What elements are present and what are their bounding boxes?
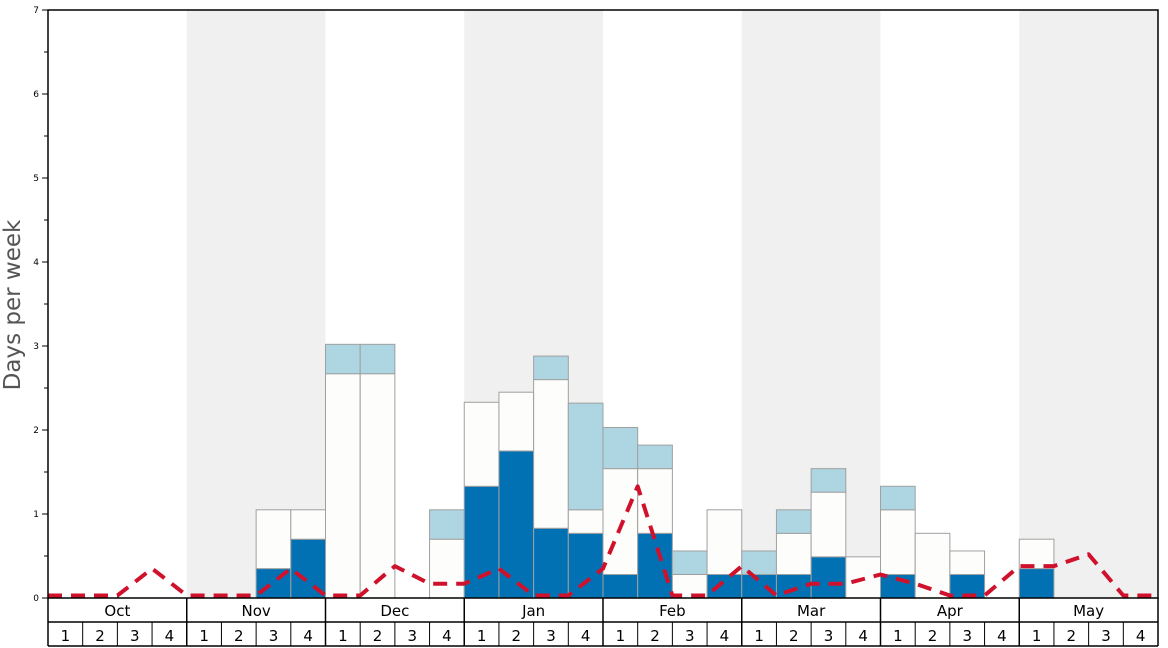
bar-segment-dark <box>741 573 777 599</box>
week-label: 3 <box>546 627 556 645</box>
y-tick-label: 5 <box>33 174 39 184</box>
bar-segment-white <box>359 373 396 599</box>
month-label: Feb <box>659 602 686 620</box>
bar-segment-dark <box>637 532 673 599</box>
bar-segment-dark <box>1018 568 1055 599</box>
month-band <box>1019 10 1158 598</box>
bar-segment-dark <box>533 527 569 599</box>
bar-segment-light <box>602 426 639 470</box>
bar-segment-white <box>498 391 535 452</box>
week-label: 2 <box>95 627 105 645</box>
month-label: Dec <box>380 602 409 620</box>
bar-segment-light <box>671 550 708 575</box>
bar-segment-white <box>602 468 639 575</box>
y-tick-label: 2 <box>33 426 39 436</box>
bar-segment-white <box>325 373 361 599</box>
y-tick-label: 3 <box>33 342 39 352</box>
x-axis: Oct Nov Dec Jan Feb Mar Apr May 1 2 3 4 1 2 3 4 1 2 3 4 1 2 3 4… <box>47 598 1159 647</box>
bar-segment-light <box>533 355 569 381</box>
bar-segment-light <box>637 444 673 470</box>
bar-segment-light <box>880 485 916 511</box>
dashed-line-series <box>48 484 1158 598</box>
month-label: Nov <box>241 602 270 620</box>
y-tick-label: 1 <box>33 510 39 520</box>
bar-segment-light <box>359 343 396 375</box>
week-label: 2 <box>234 627 244 645</box>
bar-segment-dark <box>706 573 743 599</box>
week-label: 3 <box>1101 627 1111 645</box>
bar-stacks <box>255 343 1055 599</box>
week-label: 1 <box>61 627 71 645</box>
bar-segment-light <box>810 468 847 493</box>
bar-segment-white <box>255 509 292 570</box>
bar-segment-light <box>741 550 777 575</box>
month-label: May <box>1073 602 1104 620</box>
week-label: 4 <box>303 627 313 645</box>
bar-segment-dark <box>498 450 535 599</box>
week-label: 3 <box>824 627 834 645</box>
week-label: 1 <box>477 627 487 645</box>
bar-segment-light <box>567 402 604 511</box>
week-label: 4 <box>858 627 868 645</box>
y-tick-label: 0 <box>33 594 39 604</box>
week-label: 4 <box>581 627 591 645</box>
bar-segment-dark <box>567 532 604 599</box>
week-label: 4 <box>720 627 730 645</box>
month-bands <box>186 10 1158 598</box>
bar-segment-white <box>533 379 569 529</box>
y-tick-label: 4 <box>33 258 39 268</box>
bar-segment-light <box>775 509 812 534</box>
bar-segment-white <box>290 509 326 540</box>
bar-segment-white <box>949 550 986 575</box>
week-label: 3 <box>962 627 972 645</box>
month-label: Jan <box>521 602 545 620</box>
month-label: Mar <box>797 602 826 620</box>
y-axis-label: Days per week <box>0 219 26 390</box>
month-label: Oct <box>104 602 130 620</box>
bar-segment-white <box>706 509 743 575</box>
bar-segment-white <box>1018 538 1055 570</box>
y-tick-label: 7 <box>33 6 39 16</box>
week-label: 3 <box>130 627 140 645</box>
y-axis: 0 1 2 3 4 5 6 7 <box>33 6 48 604</box>
bar-segment-white <box>914 532 951 599</box>
bar-segment-white <box>880 509 916 575</box>
bar-segment-light <box>429 509 465 540</box>
week-label: 4 <box>165 627 175 645</box>
bar-segment-white <box>810 491 847 558</box>
bar-segment-white <box>637 468 673 534</box>
week-label: 2 <box>789 627 799 645</box>
week-label: 3 <box>269 627 279 645</box>
week-label: 1 <box>199 627 209 645</box>
month-band <box>186 10 326 598</box>
bar-segment-white <box>463 401 500 487</box>
week-label: 3 <box>407 627 417 645</box>
bar-segment-dark <box>602 573 639 599</box>
week-label: 1 <box>893 627 903 645</box>
week-label: 3 <box>685 627 695 645</box>
bar-segment-white <box>429 538 465 599</box>
dashed-line <box>48 484 1158 598</box>
bar-segment-dark <box>775 573 812 599</box>
y-tick-label: 6 <box>33 90 39 100</box>
week-label: 1 <box>616 627 626 645</box>
week-label: 1 <box>1032 627 1042 645</box>
bar-segment-dark <box>810 556 847 599</box>
week-label: 4 <box>997 627 1007 645</box>
week-label: 2 <box>1067 627 1077 645</box>
bar-segment-white <box>567 509 604 534</box>
week-label: 1 <box>754 627 764 645</box>
week-label: 4 <box>442 627 452 645</box>
week-label: 2 <box>928 627 938 645</box>
week-label: 4 <box>1136 627 1146 645</box>
week-label: 2 <box>512 627 522 645</box>
month-label: Apr <box>937 602 964 620</box>
week-label: 2 <box>373 627 383 645</box>
week-label: 2 <box>650 627 660 645</box>
bar-segment-white <box>775 532 812 575</box>
week-label: 1 <box>338 627 348 645</box>
bar-segment-light <box>325 343 361 375</box>
